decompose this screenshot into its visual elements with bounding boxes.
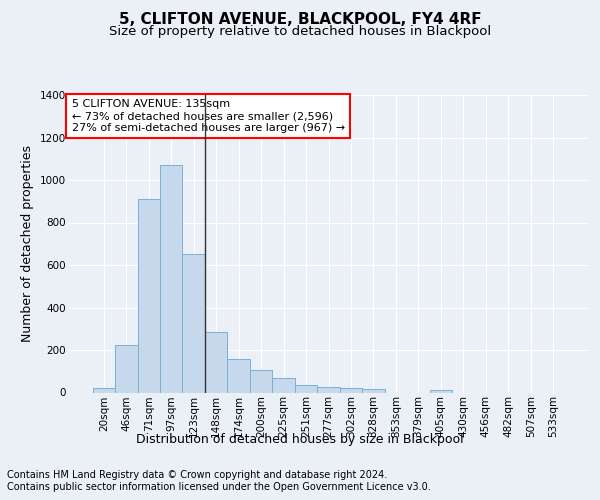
Bar bbox=[340, 388, 362, 392]
Text: Size of property relative to detached houses in Blackpool: Size of property relative to detached ho… bbox=[109, 24, 491, 38]
Text: Contains public sector information licensed under the Open Government Licence v3: Contains public sector information licen… bbox=[7, 482, 431, 492]
Bar bbox=[115, 344, 137, 393]
Bar bbox=[182, 254, 205, 392]
Bar bbox=[317, 387, 340, 392]
Text: Contains HM Land Registry data © Crown copyright and database right 2024.: Contains HM Land Registry data © Crown c… bbox=[7, 470, 388, 480]
Text: 5, CLIFTON AVENUE, BLACKPOOL, FY4 4RF: 5, CLIFTON AVENUE, BLACKPOOL, FY4 4RF bbox=[119, 12, 481, 28]
Bar bbox=[92, 388, 115, 392]
Bar bbox=[362, 390, 385, 392]
Bar bbox=[295, 384, 317, 392]
Bar bbox=[250, 370, 272, 392]
Bar bbox=[160, 165, 182, 392]
Text: 5 CLIFTON AVENUE: 135sqm
← 73% of detached houses are smaller (2,596)
27% of sem: 5 CLIFTON AVENUE: 135sqm ← 73% of detach… bbox=[71, 100, 345, 132]
Bar bbox=[272, 378, 295, 392]
Bar bbox=[205, 332, 227, 392]
Bar bbox=[227, 358, 250, 392]
Y-axis label: Number of detached properties: Number of detached properties bbox=[22, 145, 34, 342]
Text: Distribution of detached houses by size in Blackpool: Distribution of detached houses by size … bbox=[136, 432, 464, 446]
Bar bbox=[137, 199, 160, 392]
Bar bbox=[430, 390, 452, 392]
